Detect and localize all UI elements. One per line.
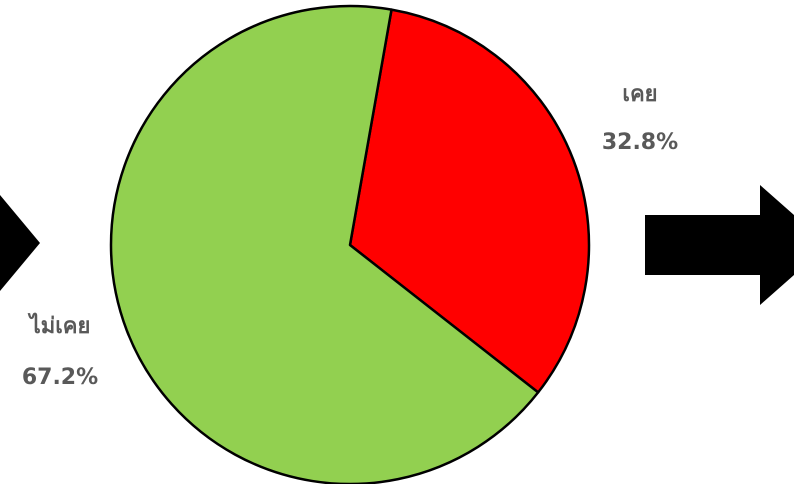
category-label: เคย: [622, 82, 657, 107]
pie-slice: [348, 8, 591, 394]
pie: [109, 4, 591, 484]
value-label: 32.8%: [602, 130, 678, 155]
value-label: 67.2%: [22, 365, 98, 390]
category-label: ไม่เคย: [28, 312, 91, 339]
pie-slice: [109, 4, 540, 484]
right-arrow: [645, 185, 794, 305]
left-arrow: [0, 195, 40, 291]
